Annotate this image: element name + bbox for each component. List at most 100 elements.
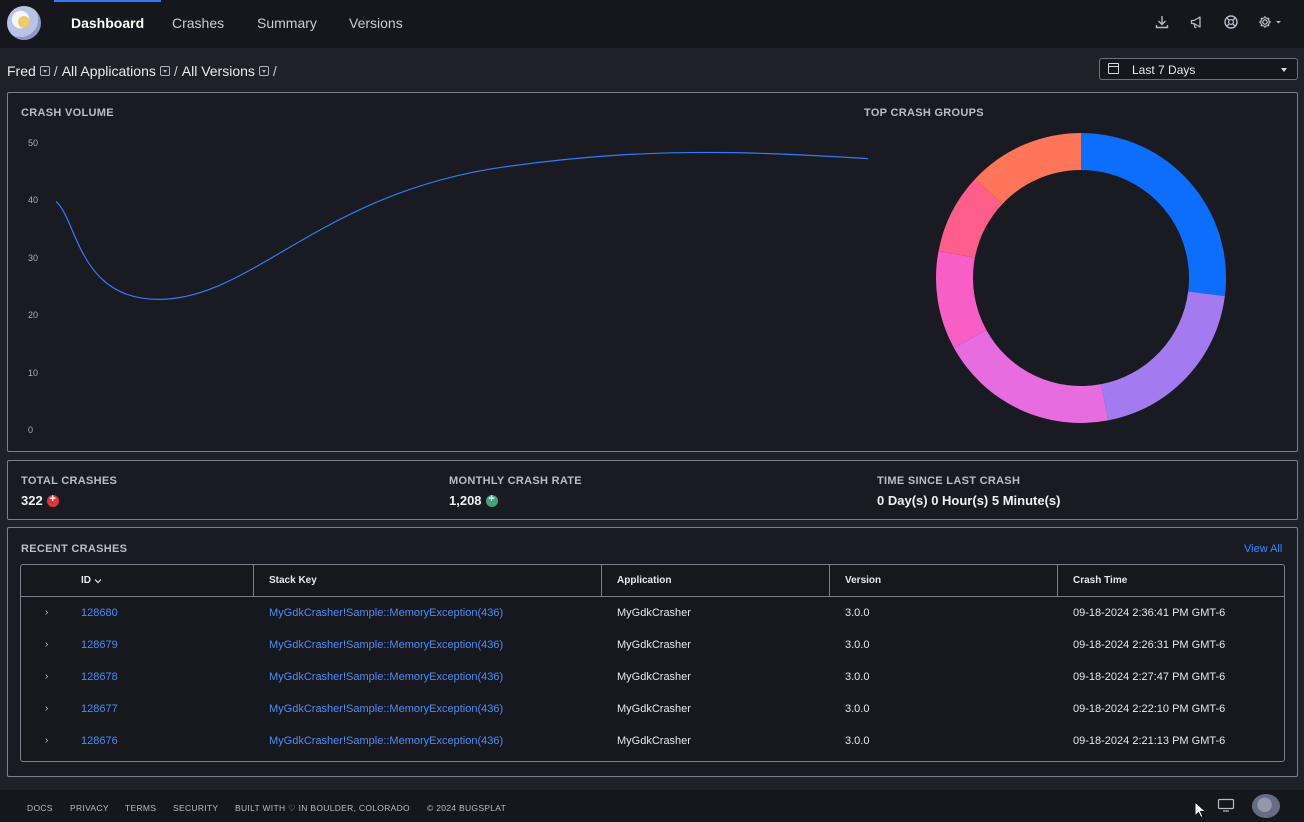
stack-key-link[interactable]: MyGdkCrasher!Sample::MemoryException(436… [269, 735, 504, 747]
monthly-crash-rate-label: MONTHLY CRASH RATE [449, 475, 582, 487]
y-tick-label: 0 [28, 425, 34, 435]
crash-id-link[interactable]: 128680 [81, 607, 118, 619]
stack-key-link[interactable]: MyGdkCrasher!Sample::MemoryException(436… [269, 607, 504, 619]
crash-id-link[interactable]: 128677 [81, 703, 118, 715]
monthly-crash-rate-number: 1,208 [449, 493, 482, 508]
crash-group-slice[interactable] [1101, 291, 1225, 421]
crash-group-slice[interactable] [975, 133, 1081, 205]
top-crash-groups-title: TOP CRASH GROUPS [864, 107, 984, 119]
column-header-id-label: ID [81, 575, 91, 586]
y-tick-label: 40 [28, 195, 39, 206]
top-crash-groups-donut-chart [936, 133, 1226, 423]
y-tick-label: 20 [28, 310, 39, 321]
application-cell: MyGdkCrasher [617, 671, 691, 683]
column-header-crash-time[interactable]: Crash Time [1073, 575, 1128, 586]
caret-down-icon [1281, 68, 1287, 72]
tab-dashboard[interactable]: Dashboard [53, 0, 162, 48]
crash-time-cell: 09-18-2024 2:26:31 PM GMT-6 [1073, 639, 1226, 651]
footer-link-docs[interactable]: DOCS [27, 803, 53, 813]
charts-panel: CRASH VOLUME TOP CRASH GROUPS 50 40 30 20 10… [7, 92, 1298, 452]
time-since-last-crash-label: TIME SINCE LAST CRASH [877, 475, 1021, 487]
breadcrumb-separator: / [53, 63, 58, 79]
version-cell: 3.0.0 [845, 735, 870, 747]
chevron-down-icon [258, 66, 269, 76]
breadcrumb: Fred / All Applications / All Versions / [7, 62, 281, 80]
time-since-last-crash-value: 0 Day(s) 0 Hour(s) 5 Minute(s) [877, 493, 1061, 508]
footer-link-privacy[interactable]: PRIVACY [70, 803, 109, 813]
crash-group-slice[interactable] [953, 330, 1109, 423]
crash-group-slice[interactable] [938, 178, 1003, 258]
download-icon[interactable] [1152, 14, 1172, 34]
breadcrumb-database[interactable]: Fred [7, 63, 50, 79]
date-range-select[interactable]: Last 7 Days [1099, 58, 1298, 80]
settings-icon[interactable] [1257, 14, 1283, 34]
crash-volume-title: CRASH VOLUME [21, 107, 114, 119]
application-cell: MyGdkCrasher [617, 639, 691, 651]
column-header-stack-key[interactable]: Stack Key [269, 575, 317, 586]
application-cell: MyGdkCrasher [617, 735, 691, 747]
footer: DOCS PRIVACY TERMS SECURITY BUILT WITH ♡… [0, 790, 1304, 822]
trend-down-icon [485, 493, 498, 507]
crash-time-cell: 09-18-2024 2:27:47 PM GMT-6 [1073, 671, 1226, 683]
expand-row-icon[interactable]: › [45, 735, 49, 746]
crash-volume-series-line [55, 151, 868, 300]
breadcrumb-database-label: Fred [7, 63, 36, 79]
breadcrumb-separator: / [173, 63, 178, 79]
column-header-id[interactable]: ID [81, 565, 103, 597]
crash-group-slice[interactable] [1081, 133, 1226, 297]
column-divider [601, 565, 602, 597]
monitor-icon[interactable] [1217, 798, 1235, 812]
version-cell: 3.0.0 [845, 639, 870, 651]
date-range-value: Last 7 Days [1132, 63, 1196, 77]
table-row: › 128677 MyGdkCrasher!Sample::MemoryExce… [21, 693, 1284, 725]
recent-crashes-title: RECENT CRASHES [21, 543, 128, 555]
y-tick-label: 10 [28, 367, 39, 378]
stack-key-link[interactable]: MyGdkCrasher!Sample::MemoryException(436… [269, 639, 504, 651]
crash-id-link[interactable]: 128679 [81, 639, 118, 651]
tab-versions[interactable]: Versions [349, 15, 403, 31]
stack-key-link[interactable]: MyGdkCrasher!Sample::MemoryException(436… [269, 671, 504, 683]
expand-row-icon[interactable]: › [45, 607, 49, 618]
footer-link-security[interactable]: SECURITY [173, 803, 219, 813]
breadcrumb-version-label: All Versions [181, 63, 255, 79]
version-cell: 3.0.0 [845, 703, 870, 715]
header-divider [21, 596, 1284, 597]
crash-id-link[interactable]: 128678 [81, 671, 118, 683]
expand-row-icon[interactable]: › [45, 639, 49, 650]
footer-link-terms[interactable]: TERMS [125, 803, 157, 813]
application-cell: MyGdkCrasher [617, 703, 691, 715]
crash-volume-line-chart [55, 151, 868, 300]
stats-panel: TOTAL CRASHES 322 MONTHLY CRASH RATE 1,2… [7, 460, 1298, 520]
chevron-down-icon [159, 66, 170, 76]
breadcrumb-separator: / [272, 63, 277, 79]
recent-crashes-table: ID Stack Key Application Version Crash T… [20, 564, 1285, 762]
crash-id-link[interactable]: 128676 [81, 735, 118, 747]
column-header-version[interactable]: Version [845, 575, 882, 586]
breadcrumb-version[interactable]: All Versions [182, 63, 269, 79]
expand-row-icon[interactable]: › [45, 671, 49, 682]
breadcrumb-application[interactable]: All Applications [62, 63, 170, 79]
column-header-application[interactable]: Application [617, 575, 672, 586]
y-tick-label: 50 [28, 138, 39, 148]
monthly-crash-rate-value: 1,208 [449, 493, 498, 508]
bugsplat-logo[interactable] [7, 6, 41, 40]
breadcrumb-application-label: All Applications [61, 63, 156, 79]
column-divider [253, 565, 254, 597]
crash-time-cell: 09-18-2024 2:36:41 PM GMT-6 [1073, 607, 1226, 619]
crash-group-slice[interactable] [936, 250, 987, 348]
help-icon[interactable] [1221, 14, 1241, 34]
megaphone-icon[interactable] [1187, 14, 1207, 34]
footer-copyright: © 2024 BUGSPLAT [427, 803, 507, 813]
version-cell: 3.0.0 [845, 607, 870, 619]
table-row: › 128678 MyGdkCrasher!Sample::MemoryExce… [21, 661, 1284, 693]
view-all-link[interactable]: View All [1244, 543, 1283, 555]
calendar-icon [1108, 63, 1119, 74]
stack-key-link[interactable]: MyGdkCrasher!Sample::MemoryException(436… [269, 703, 504, 715]
tab-summary[interactable]: Summary [257, 15, 317, 31]
expand-row-icon[interactable]: › [45, 703, 49, 714]
top-navbar: Dashboard Crashes Summary Versions [0, 0, 1304, 48]
chevron-down-icon [39, 66, 50, 76]
y-tick-label: 30 [28, 252, 39, 263]
total-crashes-label: TOTAL CRASHES [21, 475, 118, 487]
tab-crashes[interactable]: Crashes [172, 15, 225, 31]
